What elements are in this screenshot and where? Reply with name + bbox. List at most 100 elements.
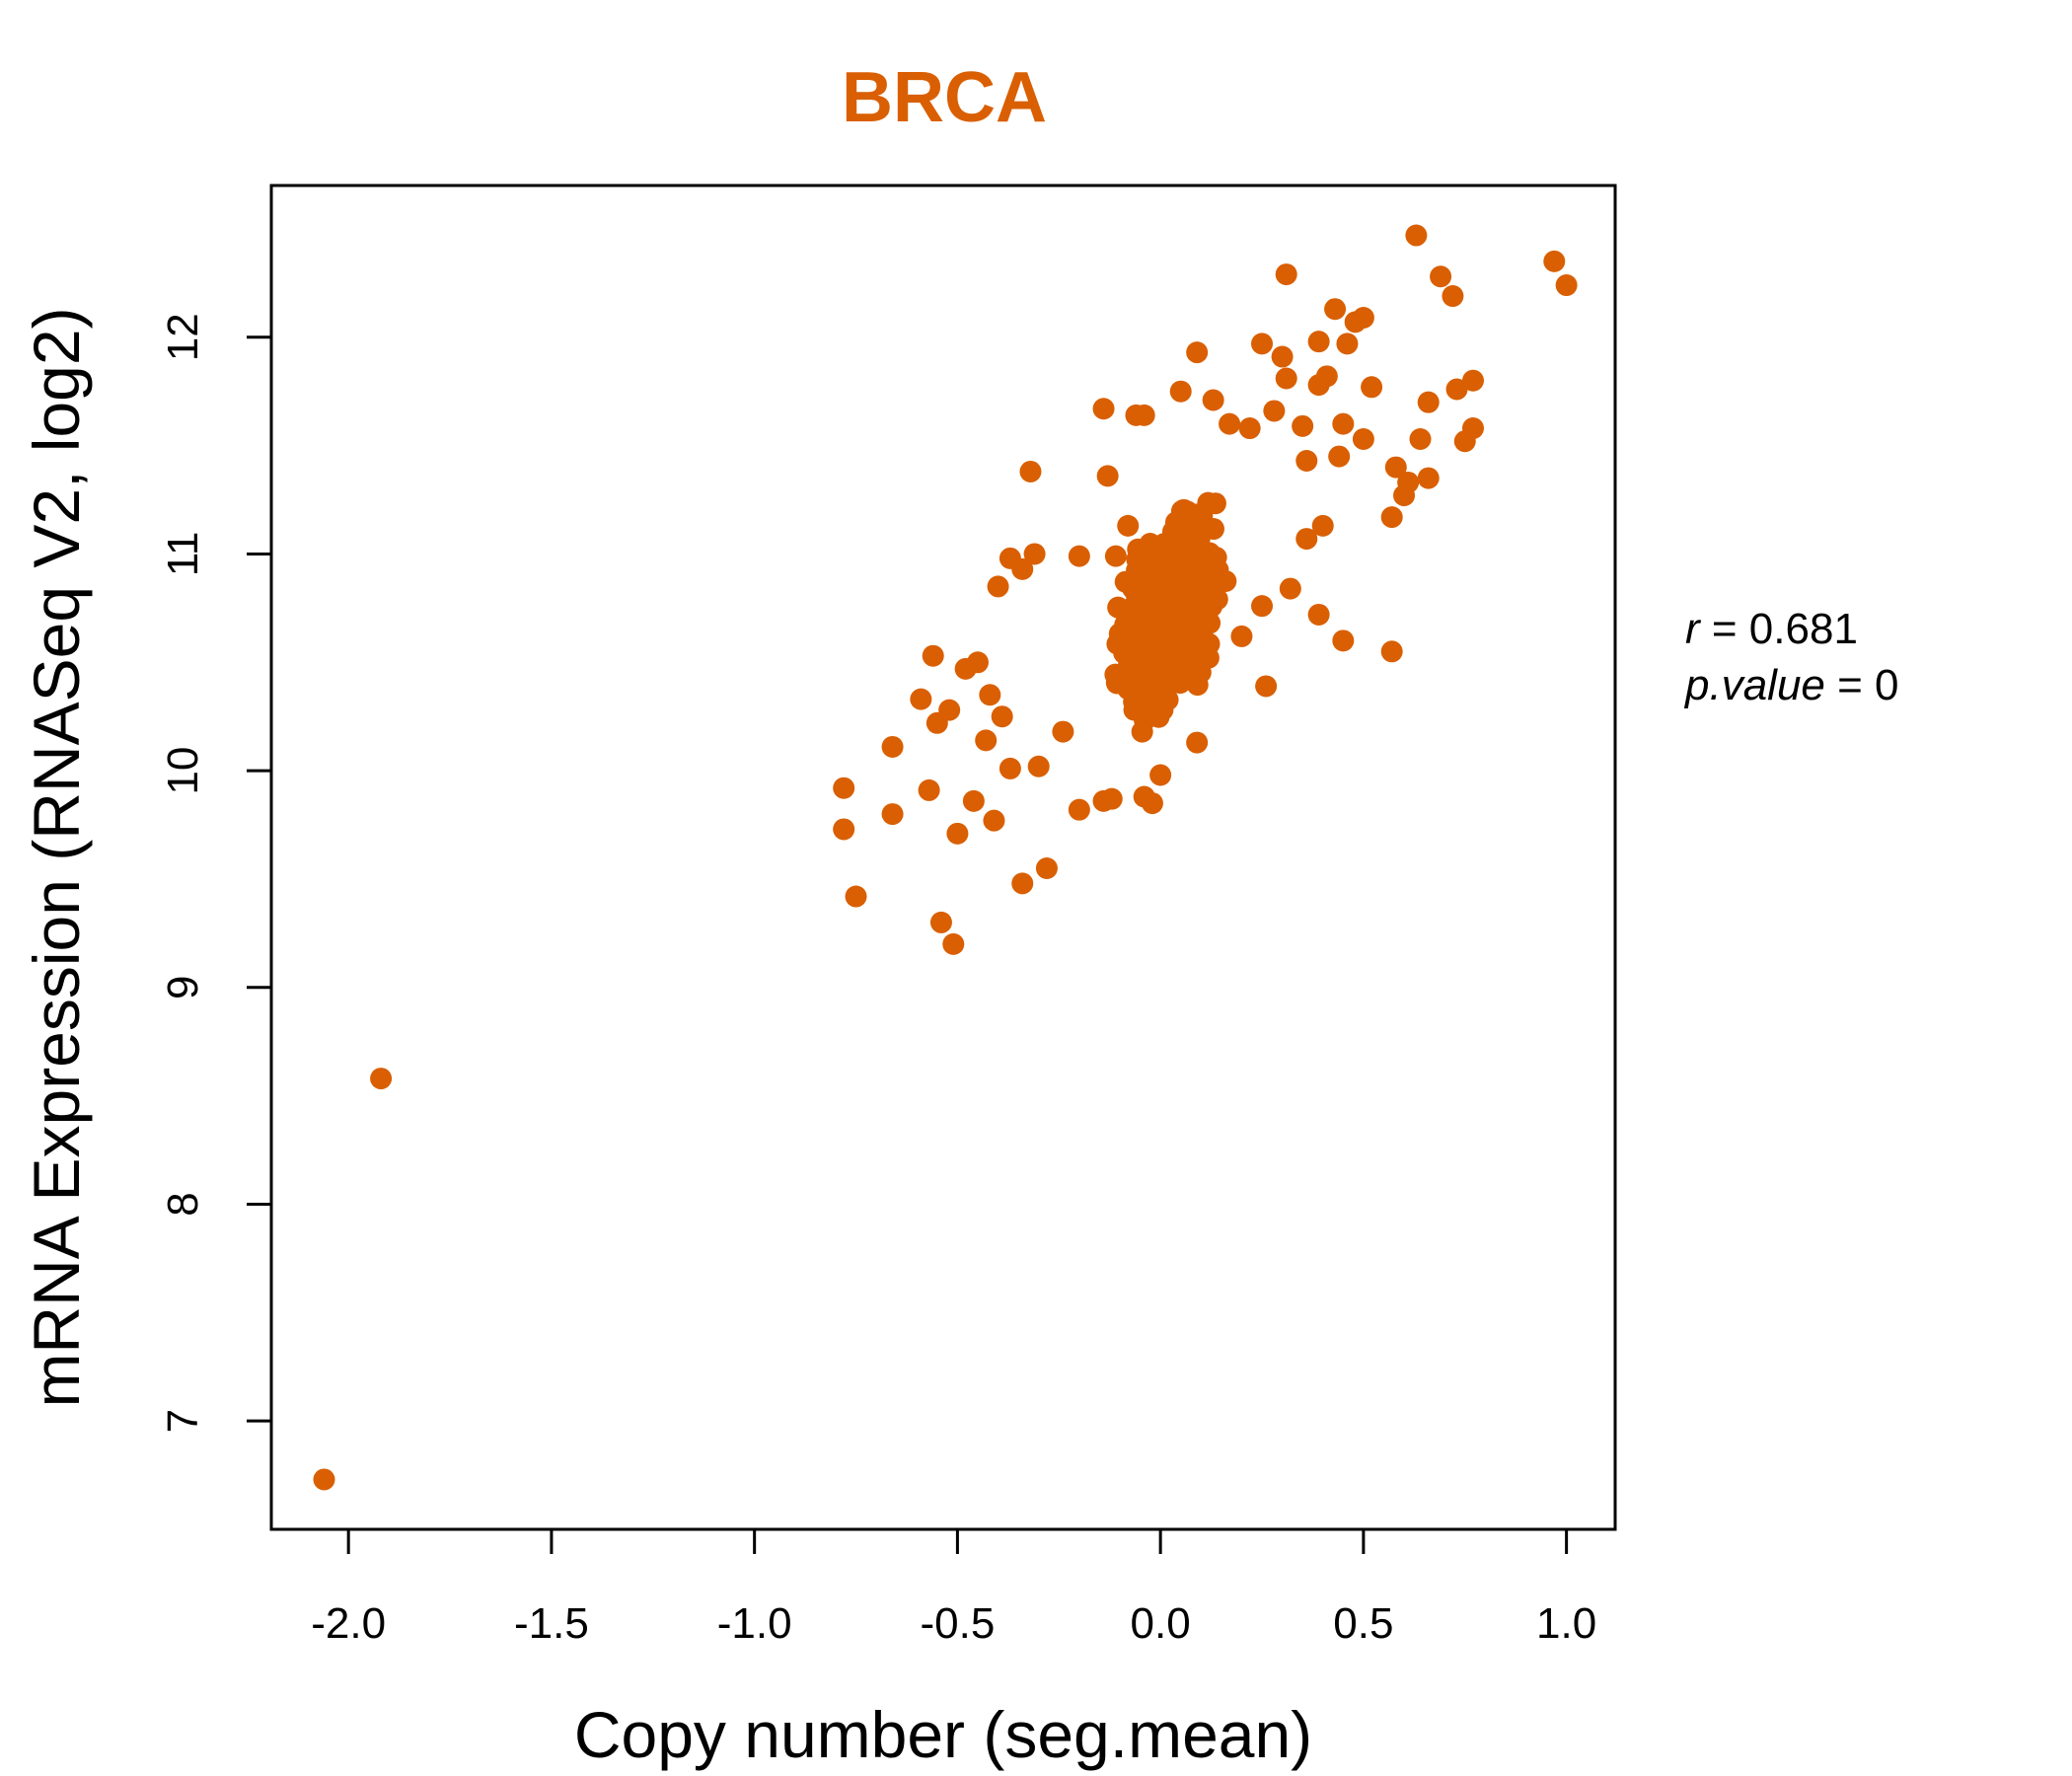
data-point	[1417, 467, 1440, 489]
data-point	[1133, 404, 1155, 426]
data-point	[1461, 369, 1484, 392]
data-point	[1230, 625, 1253, 647]
data-point	[918, 778, 940, 801]
data-point	[1152, 664, 1175, 687]
data-point	[1555, 274, 1578, 297]
data-point	[1380, 506, 1403, 529]
data-point	[1100, 787, 1123, 810]
data-point	[833, 777, 855, 799]
data-point	[1114, 570, 1137, 593]
data-point	[1011, 557, 1034, 580]
data-point	[1417, 391, 1440, 413]
data-point	[833, 818, 855, 841]
x-axis: -2.0 -1.5 -1.0 -0.5 0.0 0.5 1.0	[311, 1527, 1596, 1648]
data-point	[1430, 265, 1452, 288]
data-point	[1275, 367, 1297, 390]
data-point	[1011, 872, 1034, 895]
data-point	[1336, 333, 1359, 355]
y-axis: 7 8 9 10 11 12	[159, 313, 273, 1433]
data-point	[1442, 285, 1464, 308]
x-tick-label: 1.0	[1536, 1599, 1596, 1648]
data-point	[1311, 514, 1334, 537]
data-point	[1035, 856, 1058, 879]
p-symbol: p.value	[1683, 661, 1825, 709]
y-tick-label: 10	[159, 747, 207, 795]
data-point	[1186, 731, 1209, 754]
data-point	[1068, 798, 1090, 821]
y-tick-label: 8	[159, 1192, 207, 1216]
data-point	[1271, 345, 1294, 368]
y-tick-label: 9	[159, 976, 207, 999]
data-point	[1052, 720, 1074, 743]
data-point	[1019, 460, 1042, 482]
data-point	[1315, 365, 1338, 388]
data-point	[1152, 533, 1175, 555]
data-point	[1352, 428, 1374, 451]
data-point	[1027, 755, 1050, 777]
data-point	[922, 644, 944, 667]
data-point	[370, 1068, 393, 1090]
data-point	[975, 729, 998, 752]
data-point	[966, 651, 989, 674]
data-point	[1170, 547, 1193, 569]
x-tick-label: 0.5	[1333, 1599, 1393, 1648]
data-point	[1292, 414, 1314, 437]
data-point	[991, 705, 1013, 728]
data-point	[1295, 449, 1318, 472]
data-point	[1149, 764, 1172, 786]
x-axis-label: Copy number (seg.mean)	[574, 1698, 1312, 1771]
data-point	[1361, 376, 1383, 399]
data-point	[910, 688, 932, 710]
data-point	[1543, 250, 1566, 272]
y-tick-label: 11	[159, 532, 207, 577]
r-annotation: r = 0.681	[1685, 605, 1858, 653]
data-point	[1332, 629, 1355, 652]
data-point	[1275, 263, 1297, 286]
data-point	[881, 735, 904, 758]
data-point	[1295, 528, 1318, 551]
data-point	[962, 789, 985, 812]
data-point	[942, 932, 965, 955]
data-point	[1068, 545, 1090, 567]
data-point	[1147, 553, 1169, 575]
data-point	[979, 684, 1001, 706]
data-point	[1251, 595, 1274, 618]
data-point	[1186, 674, 1209, 697]
data-point	[1397, 471, 1420, 493]
data-point	[1148, 616, 1171, 638]
data-point	[1384, 456, 1407, 479]
data-point	[1023, 543, 1046, 565]
data-point	[1187, 564, 1210, 587]
data-point	[938, 699, 961, 721]
data-point	[1324, 298, 1347, 321]
data-point	[987, 575, 1009, 598]
data-point	[1104, 545, 1127, 567]
data-point	[1117, 514, 1140, 537]
data-point	[1141, 792, 1163, 815]
data-point	[1124, 682, 1147, 704]
data-point	[1461, 417, 1484, 440]
y-tick-label: 7	[159, 1409, 207, 1433]
data-point	[1445, 378, 1468, 401]
data-point	[1380, 640, 1403, 663]
data-point	[1251, 333, 1274, 355]
data-point	[1238, 417, 1261, 440]
data-point	[1092, 398, 1115, 420]
r-value: = 0.681	[1700, 605, 1858, 653]
data-point	[999, 757, 1021, 779]
data-point	[1169, 380, 1192, 403]
data-point	[1263, 400, 1286, 422]
x-tick-label: -1.5	[514, 1599, 589, 1648]
data-point	[1186, 341, 1209, 364]
data-point	[1182, 515, 1205, 538]
data-point	[1279, 577, 1301, 600]
data-point	[1202, 389, 1224, 411]
data-point	[1307, 331, 1330, 353]
data-point	[1352, 307, 1374, 330]
data-point	[845, 885, 867, 908]
data-point	[1151, 580, 1174, 603]
data-point	[929, 911, 952, 933]
y-axis-label: mRNA Expression (RNASeq V2, log2)	[20, 307, 93, 1407]
x-tick-label: 0.0	[1131, 1599, 1191, 1648]
